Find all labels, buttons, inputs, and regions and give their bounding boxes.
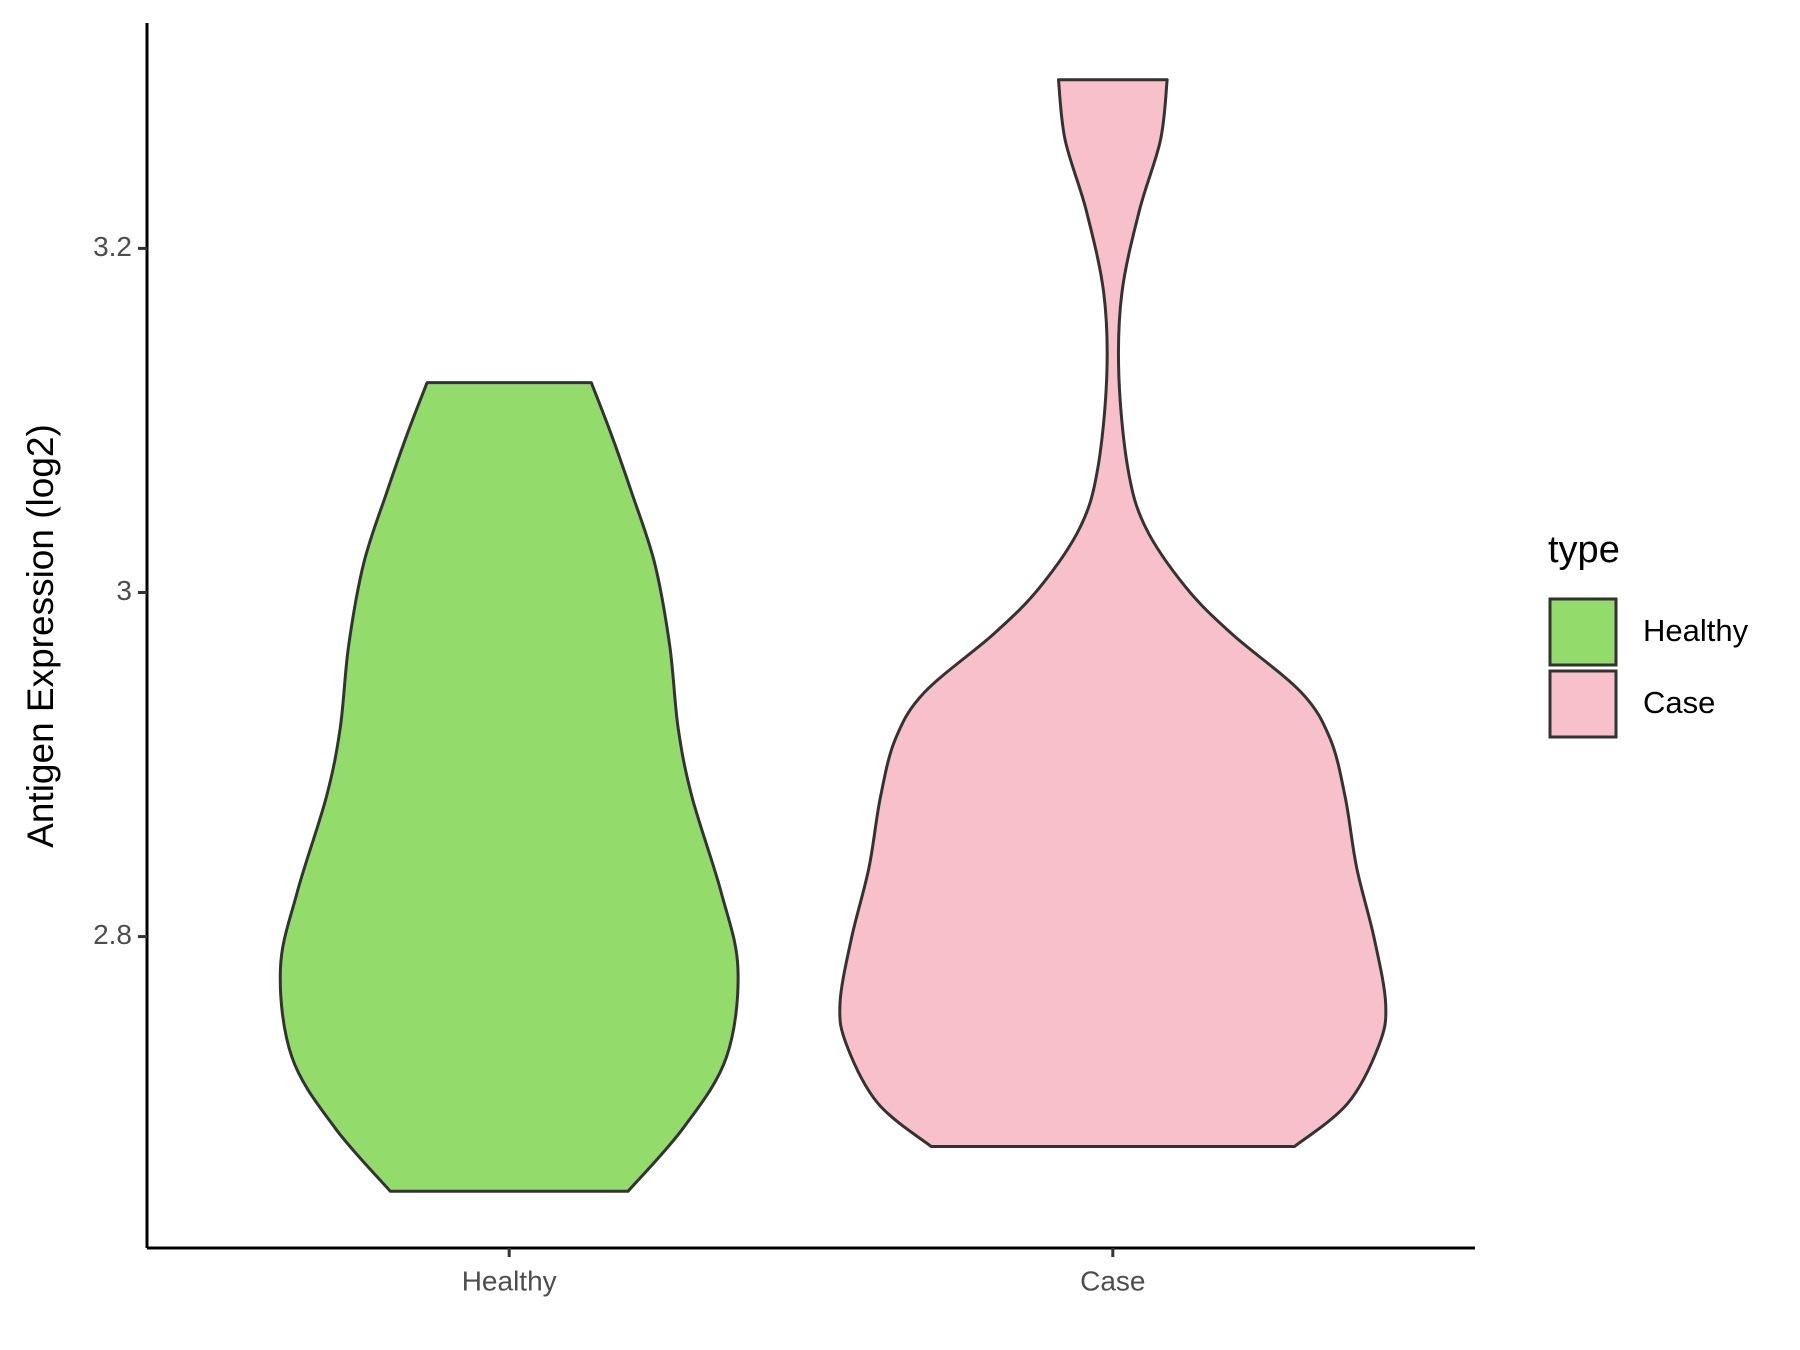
violin: [838, 78, 1388, 1148]
y-axis-title: Antigen Expression (log2): [20, 424, 61, 848]
legend-title: type: [1548, 529, 1620, 571]
y-tick-label: 3.2: [93, 231, 132, 262]
violin: [278, 381, 740, 1193]
y-tick-label: 3: [116, 575, 132, 606]
legend-label: Case: [1643, 685, 1715, 720]
y-tick-label: 2.8: [93, 919, 132, 950]
legend-key: [1548, 669, 1618, 739]
legend-label: Healthy: [1643, 613, 1749, 648]
x-tick-label: Healthy: [462, 1265, 557, 1296]
x-tick-label: Case: [1080, 1265, 1145, 1296]
legend-key: [1548, 597, 1618, 667]
